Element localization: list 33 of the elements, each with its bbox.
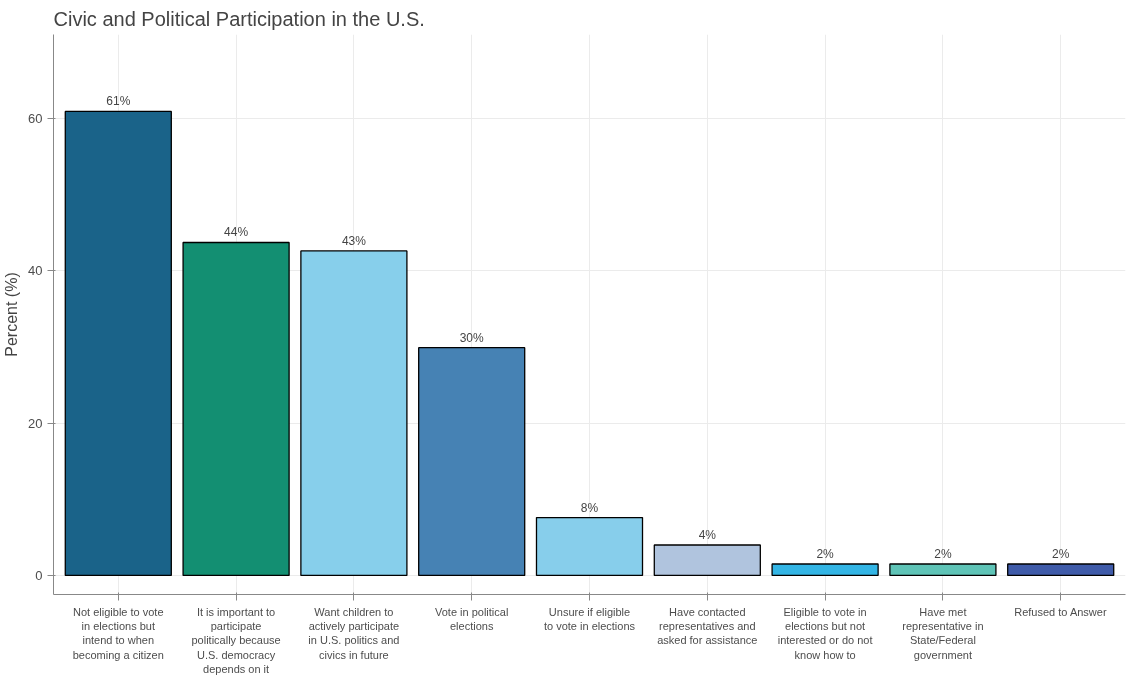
x-tick-label: Have met representative in State/Federal government [902, 605, 984, 661]
bar [418, 346, 526, 577]
bar [535, 516, 644, 577]
bar [889, 563, 997, 577]
data-label: 44% [224, 225, 249, 240]
data-label: 43% [341, 233, 367, 248]
x-tick-label: Want children to actively participate in U.S. politics and civics in future [308, 605, 400, 661]
x-tick-label: Unsure if eligible to vote in elections [543, 605, 636, 632]
x-tick-label: Vote in political elections [435, 605, 509, 632]
data-label: 61% [106, 94, 131, 109]
data-label: 30% [459, 330, 485, 345]
x-tick-label: It is important to participate politically because U.S. democracy depends on it [191, 605, 281, 676]
data-label: 4% [698, 527, 717, 542]
y-tick-label: 0 [35, 567, 43, 583]
bar [1007, 563, 1115, 577]
bar [64, 110, 172, 577]
x-tick-label: Have contacted representatives and asked for assistance [657, 605, 758, 647]
chart-title: Civic and Political Participation in the U.S. [53, 7, 425, 30]
data-label: 2% [1052, 546, 1070, 561]
y-tick-label: 20 [28, 415, 43, 431]
bar [771, 563, 879, 577]
bar [182, 241, 290, 577]
bar [300, 250, 408, 577]
data-label: 2% [816, 546, 835, 561]
y-axis-title: Percent (%) [3, 272, 21, 357]
x-tick-label: Eligible to vote in elections but not interested or do not know how to [777, 605, 873, 661]
bar [653, 544, 761, 577]
y-tick-label: 60 [28, 110, 43, 126]
x-tick-label: Refused to Answer [1014, 605, 1107, 618]
y-tick-label: 40 [28, 263, 43, 279]
data-label: 2% [934, 546, 952, 561]
data-label: 8% [580, 500, 599, 515]
x-tick-label: Not eligible to vote in elections but intend to when becoming a citizen [72, 605, 164, 661]
